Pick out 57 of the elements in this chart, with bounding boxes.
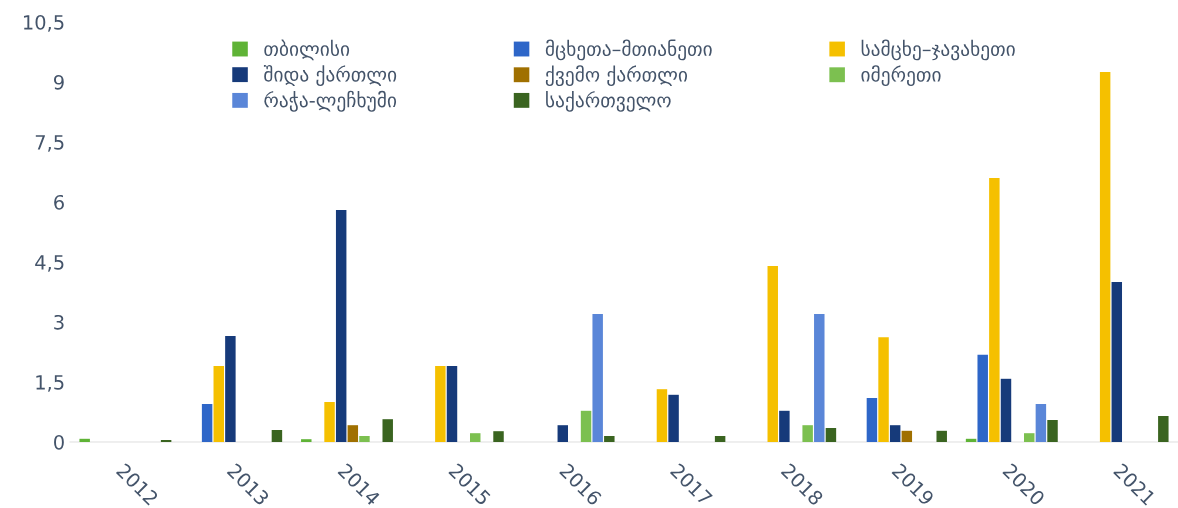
- bar: [714, 436, 726, 442]
- y-tick-label: 0: [54, 434, 64, 450]
- legend-label: თბილისი: [264, 39, 350, 61]
- y-tick-label: 9: [53, 74, 64, 90]
- y-tick-label: 6: [54, 194, 64, 210]
- legend-label: სამცხე–ჯავახეთი: [861, 39, 1015, 61]
- bar: [592, 314, 603, 442]
- bar: [1099, 72, 1111, 442]
- bar: [446, 366, 458, 442]
- bar: [802, 425, 813, 442]
- bar: [271, 430, 283, 442]
- y-tick-label: 7,5: [35, 135, 64, 152]
- bar: [359, 436, 370, 442]
- bar: [201, 404, 213, 442]
- bar: [213, 366, 224, 442]
- bar: [493, 431, 504, 442]
- bar: [878, 337, 889, 442]
- bar: [79, 438, 90, 442]
- bar: [767, 266, 778, 442]
- bar: [656, 389, 668, 442]
- bar: [557, 425, 569, 442]
- bar: [225, 336, 236, 442]
- bar: [1000, 378, 1012, 442]
- legend-label: საქართველო: [546, 90, 671, 112]
- y-tick-label: 3: [54, 314, 64, 330]
- bar: [866, 398, 878, 442]
- bar: [301, 439, 312, 442]
- legend-label: მცხეთა–მთიანეთი: [545, 39, 712, 61]
- legend-label: შიდა ქართლი: [263, 65, 397, 86]
- bar: [814, 314, 825, 442]
- bar: [470, 433, 481, 442]
- bar: [825, 428, 837, 442]
- legend-label: რაჭა-ლეჩხუმი: [264, 90, 397, 112]
- bar: [324, 402, 335, 442]
- bar: [1047, 420, 1058, 442]
- bar: [1111, 282, 1123, 442]
- bar: [989, 178, 1000, 442]
- bar: [936, 430, 947, 442]
- legend-label: იმერეთი: [861, 65, 941, 87]
- bar: [604, 436, 615, 442]
- bar: [901, 430, 913, 442]
- y-tick-label: 10,5: [23, 14, 64, 32]
- bar: [668, 394, 679, 442]
- y-tick-label: 4,5: [35, 255, 64, 272]
- y-tick-label: 1,5: [36, 375, 64, 392]
- bar: [977, 354, 988, 442]
- bar: [382, 419, 393, 442]
- legend-label: ქვემო ქართლი: [545, 65, 688, 87]
- bar: [335, 210, 347, 442]
- bar: [1035, 404, 1047, 442]
- bar: [435, 366, 446, 442]
- bar: [889, 425, 901, 442]
- bar: [1024, 433, 1035, 442]
- bar: [580, 410, 592, 442]
- bar: [347, 425, 359, 442]
- bar: [1158, 416, 1169, 442]
- bar: [779, 410, 790, 442]
